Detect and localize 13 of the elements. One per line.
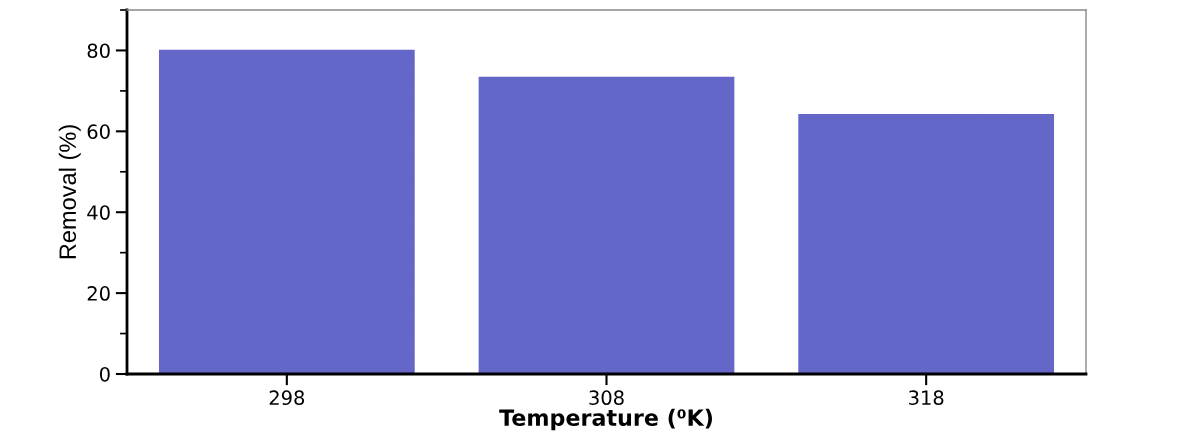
y-tick-label: 0 <box>99 366 110 382</box>
bar <box>478 76 735 374</box>
y-tick-label: 20 <box>87 286 110 301</box>
bar <box>158 49 415 374</box>
x-tick-label: 308 <box>589 390 624 406</box>
x-axis-title: Temperature (⁰K) <box>499 408 713 431</box>
x-tick-label: 318 <box>909 390 944 406</box>
x-tick-label: 298 <box>269 390 305 406</box>
y-tick-label: 60 <box>87 124 110 139</box>
y-axis-title: Removal (%) <box>58 125 81 259</box>
y-tick-label: 40 <box>87 205 110 220</box>
y-tick-label: 80 <box>87 43 110 59</box>
bar <box>798 113 1055 374</box>
